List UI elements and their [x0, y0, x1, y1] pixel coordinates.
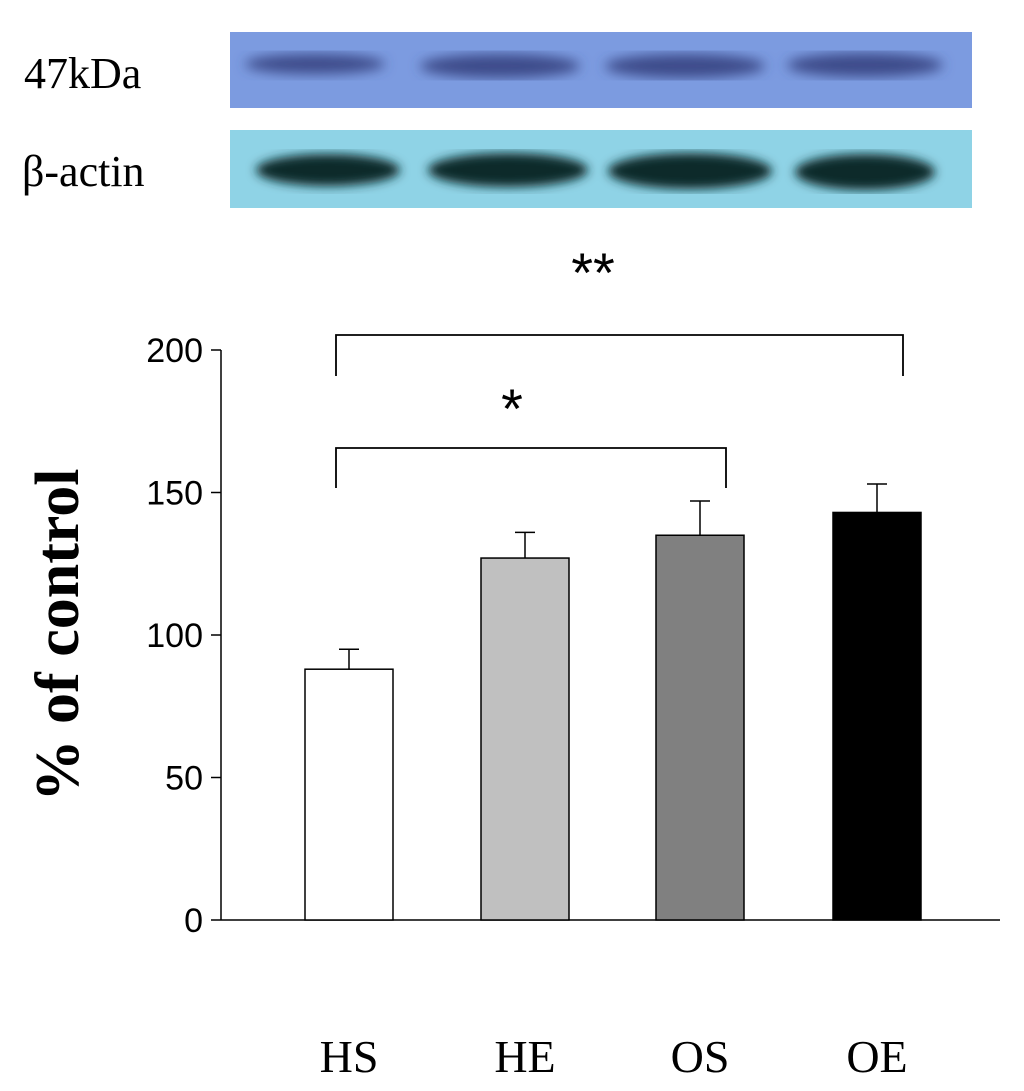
category-label-oe: OE — [846, 1031, 907, 1082]
category-label-os: OS — [671, 1031, 730, 1082]
blot-47kda-band-hs — [245, 54, 385, 74]
significance-label-2: * — [501, 377, 523, 440]
western-blot-47kda — [230, 32, 972, 108]
significance-bracket-1 — [335, 334, 904, 376]
blot-actin-band-hs — [256, 154, 400, 186]
bar-oe — [832, 511, 922, 921]
band-label-47kda: 47kDa — [24, 49, 142, 98]
bar-hs — [304, 668, 394, 921]
category-label-he: HE — [494, 1031, 555, 1082]
band-label-beta-actin: β-actin — [22, 147, 145, 196]
y-tick-label-50: 50 — [165, 760, 203, 798]
significance-label-1: ** — [571, 241, 615, 304]
blot-actin-band-os — [608, 153, 772, 189]
blot-actin-band-oe — [795, 154, 935, 190]
y-tick-label-150: 150 — [146, 475, 203, 513]
bar-he — [480, 557, 570, 921]
y-tick-label-100: 100 — [146, 617, 203, 655]
blot-47kda-band-os — [605, 54, 765, 78]
blot-actin-band-he — [428, 153, 588, 187]
significance-bracket-2 — [335, 447, 727, 488]
blot-47kda-band-he — [420, 54, 580, 78]
category-label-hs: HS — [320, 1031, 379, 1082]
y-tick-label-200: 200 — [146, 332, 203, 370]
bar-os — [655, 534, 745, 921]
y-tick-label-0: 0 — [184, 902, 203, 940]
western-blot-beta-actin — [230, 130, 972, 208]
blot-47kda-band-oe — [787, 53, 943, 77]
y-axis-label: % of control — [24, 469, 92, 802]
